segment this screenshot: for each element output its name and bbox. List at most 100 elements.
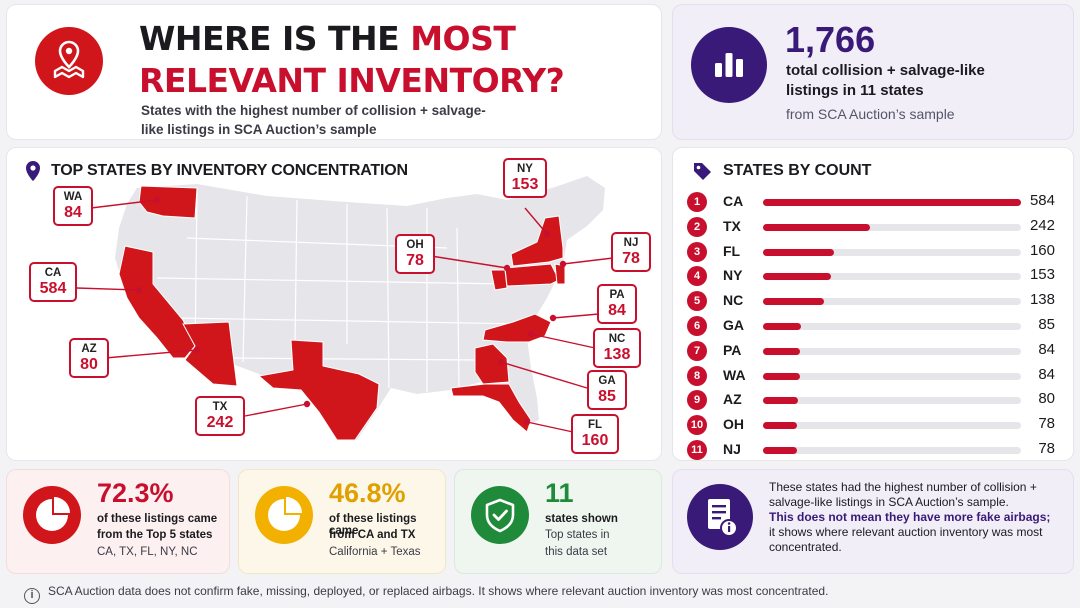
map-label-value: 138 <box>603 346 631 363</box>
rank-number: 10 <box>687 415 707 436</box>
map-label-value: 78 <box>406 252 424 269</box>
page-title-line-2: RELEVANT INVENTORY? <box>139 61 565 100</box>
bar-track <box>763 422 1021 430</box>
map-card: TOP STATES BY INVENTORY CONCENTRATION WA… <box>6 147 662 461</box>
bar-track <box>763 447 1021 454</box>
stat-card-top5: 72.3% of these listings came from the To… <box>6 469 230 574</box>
rank-state-label: FL <box>723 242 741 259</box>
bar <box>763 298 824 306</box>
map-label-state: NJ <box>623 237 639 249</box>
rank-state-label: NC <box>723 292 744 309</box>
rank-value: 138 <box>1029 291 1055 309</box>
rank-number: 5 <box>687 291 707 312</box>
map-label-state: WA <box>63 191 83 203</box>
map-label-nc: NC 138 <box>593 328 641 368</box>
stat-label-line-2: from the Top 5 states <box>97 529 213 541</box>
rank-value: 160 <box>1029 241 1055 259</box>
stat-value: 72.3% <box>97 478 174 508</box>
rank-row: 1 CA 584 <box>687 190 1067 214</box>
footer-disclaimer: i SCA Auction data does not confirm fake,… <box>24 584 1064 604</box>
map-label-state: AZ <box>81 343 97 355</box>
map-label-value: 84 <box>64 204 82 221</box>
bar-track <box>763 347 1021 355</box>
state-tx <box>257 339 380 441</box>
rank-state-label: GA <box>723 317 744 333</box>
label-leader-lines <box>76 196 614 433</box>
bar-track <box>763 273 1021 281</box>
state-fl <box>450 383 532 433</box>
bar <box>763 223 870 231</box>
title-card: WHERE IS THE MOST RELEVANT INVENTORY? St… <box>6 4 662 140</box>
bar <box>763 447 798 454</box>
info-icon: i <box>24 588 40 604</box>
bar <box>763 372 801 380</box>
map-pin-icon <box>25 160 41 187</box>
map-label-pa: PA 84 <box>597 284 637 324</box>
map-label-state: OH <box>406 239 424 251</box>
note-text: These states had the highest number of c… <box>769 480 1051 554</box>
state-ga <box>474 343 510 385</box>
note-emphasis: This does not mean they have more fake a… <box>769 510 1051 524</box>
rank-state-label: WA <box>723 366 746 383</box>
page-title-line-1: WHERE IS THE MOST <box>139 19 516 58</box>
rank-value: 78 <box>1038 440 1055 457</box>
map-label-state: TX <box>212 401 228 413</box>
rank-value: 84 <box>1038 340 1055 358</box>
stat-card-states-shown: 11 states shown Top states in this data … <box>454 469 662 574</box>
rank-value: 85 <box>1038 316 1055 333</box>
stat-value: 11 <box>545 478 574 508</box>
map-label-az: AZ 80 <box>69 338 109 378</box>
shield-check-icon <box>471 486 529 544</box>
bar <box>763 323 801 330</box>
map-label-oh: OH 78 <box>395 234 435 274</box>
map-label-state: NY <box>517 163 533 175</box>
map-label-state: GA <box>598 375 616 387</box>
rank-number: 2 <box>687 216 707 237</box>
rank-value: 584 <box>1029 192 1055 209</box>
rank-value: 78 <box>1038 415 1055 433</box>
rank-value: 84 <box>1038 365 1055 383</box>
total-card: 1,766 total collision + salvage-like lis… <box>672 4 1074 140</box>
map-label-value: 85 <box>598 388 616 405</box>
document-info-icon <box>687 484 753 550</box>
note-card: These states had the highest number of c… <box>672 469 1074 574</box>
rank-number: 8 <box>687 365 707 386</box>
page-subtitle: States with the highest number of collis… <box>141 103 486 137</box>
bar-track <box>763 248 1021 256</box>
total-label-line-1: total collision + salvage-like <box>786 62 985 79</box>
map-label-ca: CA 584 <box>29 262 77 302</box>
bar <box>763 273 831 281</box>
rank-value: 153 <box>1029 266 1055 284</box>
rank-number: 9 <box>687 390 707 411</box>
bar-track <box>763 298 1021 306</box>
rank-state-label: CA <box>723 193 744 209</box>
bar <box>763 248 834 256</box>
highlighted-states <box>118 185 566 441</box>
map-label-fl: FL 160 <box>571 414 619 454</box>
rank-number: 11 <box>687 440 707 460</box>
rank-value: 242 <box>1029 216 1055 234</box>
map-label-state: PA <box>609 289 625 301</box>
state-pa <box>504 263 560 287</box>
total-source: from SCA Auction’s sample <box>786 106 955 122</box>
rank-number: 1 <box>687 192 707 212</box>
bar-track <box>763 397 1021 405</box>
count-title: STATES BY COUNT <box>723 162 872 179</box>
count-card: STATES BY COUNT 1 CA 584 2 TX 242 3 FL 160 4 NY 153… <box>672 147 1074 461</box>
map-label-ga: GA 85 <box>587 370 627 410</box>
map-label-value: 78 <box>622 250 640 267</box>
bar-track <box>763 199 1021 206</box>
map-label-value: 80 <box>80 356 98 373</box>
tag-icon <box>691 160 713 187</box>
rank-row: 3 FL 160 <box>687 240 1067 264</box>
rank-state-label: PA <box>723 341 742 358</box>
rank-state-label: NY <box>723 267 743 284</box>
total-label-line-2: listings in 11 states <box>786 82 924 99</box>
stat-label-line-1: of these listings came <box>97 513 218 525</box>
rank-number: 4 <box>687 266 707 287</box>
rank-number: 6 <box>687 316 707 336</box>
rank-number: 7 <box>687 340 707 361</box>
rank-number: 3 <box>687 241 707 262</box>
stat-label-line-1: states shown <box>545 513 618 525</box>
state-oh <box>490 269 508 291</box>
